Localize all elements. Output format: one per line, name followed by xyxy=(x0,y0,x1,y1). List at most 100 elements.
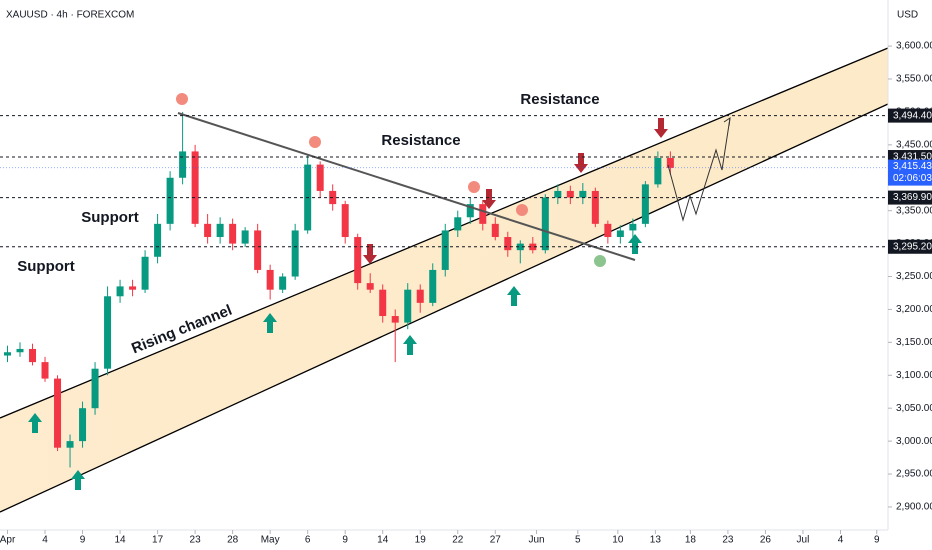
candle-body xyxy=(441,230,449,270)
candle-body xyxy=(191,151,199,224)
last-price-label: 3,415.43 xyxy=(893,161,932,172)
channel-lower xyxy=(0,103,889,513)
candle-body xyxy=(566,190,574,198)
candle-body xyxy=(429,269,437,303)
top-marker xyxy=(468,181,480,193)
y-tick-label: 2,950.00 xyxy=(896,469,932,480)
y-tick-label: 3,150.00 xyxy=(896,337,932,348)
candle-body xyxy=(266,269,274,290)
level-tag xyxy=(888,190,932,205)
candle-body xyxy=(291,230,299,277)
down-arrow xyxy=(654,118,668,138)
channel-fill xyxy=(0,48,888,512)
annotation: Resistance xyxy=(381,132,460,149)
candle-body xyxy=(379,289,387,317)
candle-body xyxy=(504,237,512,251)
x-tick-label: 4 xyxy=(42,535,48,546)
x-tick-label: Apr xyxy=(0,535,16,546)
projection xyxy=(667,117,731,222)
down-arrows xyxy=(363,118,668,264)
x-tick-label: 28 xyxy=(227,535,239,546)
x-tick-label: 14 xyxy=(377,535,389,546)
y-tick-label: 3,550.00 xyxy=(896,74,932,85)
trendline xyxy=(177,112,636,261)
level-label: 3,431.50 xyxy=(893,152,932,163)
candle-body xyxy=(604,223,612,238)
candle-body xyxy=(204,223,212,238)
candle-body xyxy=(154,223,162,257)
x-tick-label: 26 xyxy=(760,535,772,546)
candle-body xyxy=(354,237,362,284)
candle-body xyxy=(629,223,637,231)
up-arrow xyxy=(628,234,642,254)
symbol-title: XAUUSD · 4h · FOREXCOM xyxy=(6,10,134,21)
candle-body xyxy=(554,190,562,198)
up-arrow xyxy=(403,335,417,355)
candle-body xyxy=(341,204,349,238)
down-arrow xyxy=(574,153,588,173)
candle-body xyxy=(641,184,649,224)
candle-body xyxy=(166,177,174,224)
x-tick-label: 9 xyxy=(80,535,86,546)
x-tick-label: 14 xyxy=(115,535,127,546)
up-arrow xyxy=(507,286,521,306)
countdown: 02:06:03 xyxy=(893,173,932,184)
x-tick-label: 23 xyxy=(190,535,202,546)
x-tick-label: 23 xyxy=(722,535,734,546)
candle-body xyxy=(316,164,324,191)
candle-body xyxy=(66,441,74,448)
candle-body xyxy=(16,348,24,353)
level-label: 3,494.40 xyxy=(893,110,932,121)
x-tick-label: 22 xyxy=(452,535,464,546)
y-tick-label: 3,600.00 xyxy=(896,41,932,52)
candle-body xyxy=(616,230,624,238)
up-arrow xyxy=(263,313,277,333)
up-arrow xyxy=(28,413,42,433)
x-tick-label: 9 xyxy=(874,535,880,546)
x-tick-label: 5 xyxy=(575,535,581,546)
y-tick-label: 3,250.00 xyxy=(896,271,932,282)
x-tick-label: Jun xyxy=(528,535,544,546)
candle-body xyxy=(416,289,424,303)
candle-body xyxy=(129,286,137,290)
x-tick-label: 13 xyxy=(650,535,662,546)
top-marker xyxy=(309,136,321,148)
y-tick-label: 3,450.00 xyxy=(896,139,932,150)
candle-body xyxy=(591,190,599,224)
level-label: 3,295.20 xyxy=(893,241,932,252)
candle-body xyxy=(254,230,262,270)
x-tick-label: Jul xyxy=(797,535,810,546)
y-tick-label: 3,350.00 xyxy=(896,205,932,216)
y-tick-label: 3,100.00 xyxy=(896,370,932,381)
candle-body xyxy=(541,197,549,251)
bottom-marker xyxy=(594,255,606,267)
x-tick-label: 18 xyxy=(685,535,697,546)
currency: USD xyxy=(897,10,918,21)
level-tag xyxy=(888,108,932,123)
down-arrow xyxy=(482,189,496,209)
top-markers xyxy=(176,93,528,216)
up-arrows xyxy=(28,234,642,490)
up-arrow xyxy=(71,470,85,490)
candle-body xyxy=(29,348,37,363)
x-tick-label: 10 xyxy=(612,535,624,546)
candle-body xyxy=(391,316,399,323)
candle-body xyxy=(91,368,99,409)
level-tag xyxy=(888,239,932,254)
candle-body xyxy=(116,286,124,297)
candle-body xyxy=(241,230,249,244)
x-tick-label: 4 xyxy=(838,535,844,546)
level-label: 3,369.90 xyxy=(893,192,932,203)
candle-body xyxy=(491,223,499,238)
candle-body xyxy=(179,151,187,178)
candle-body xyxy=(229,223,237,244)
y-tick-label: 3,050.00 xyxy=(896,403,932,414)
top-marker xyxy=(176,93,188,105)
x-tick-label: 19 xyxy=(415,535,427,546)
candle-body xyxy=(366,283,374,290)
candle-body xyxy=(466,204,474,218)
candle-body xyxy=(4,352,12,356)
annotation: Support xyxy=(17,258,75,275)
x-tick-label: May xyxy=(261,535,280,546)
